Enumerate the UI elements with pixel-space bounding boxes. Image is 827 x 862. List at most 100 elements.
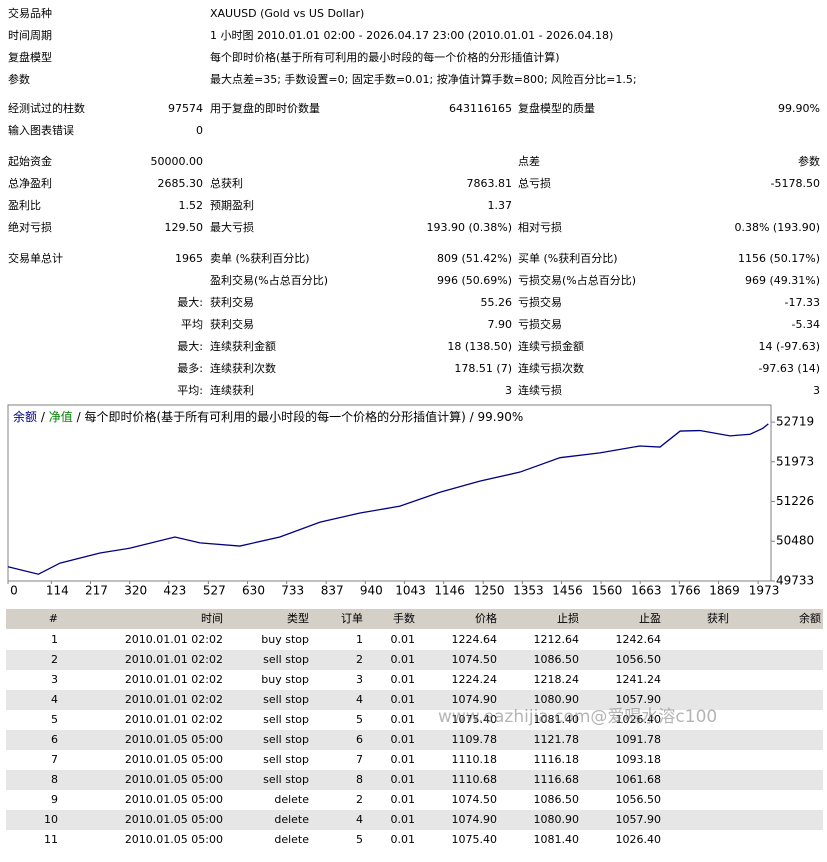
table-cell: sell stop [263, 753, 309, 766]
table-cell: 1242.64 [615, 633, 662, 646]
stat-value2: 193.90 (0.38%) [426, 221, 512, 234]
table-cell: 1061.68 [615, 773, 662, 786]
table-cell: 1026.40 [615, 833, 662, 846]
table-cell: 1093.18 [615, 753, 662, 766]
x-tick-label: 940 [360, 584, 383, 598]
stat-label: 绝对亏损 [8, 221, 52, 234]
stat-value: 97574 [168, 102, 203, 115]
x-tick-label: 1043 [395, 584, 426, 598]
table-cell: 0.01 [390, 633, 416, 646]
table-cell: sell stop [263, 733, 309, 746]
stat-label: 起始资金 [8, 155, 52, 168]
table-cell: delete [274, 793, 309, 806]
table-row: 9 2010.01.05 05:00 delete 2 0.01 1074.50 1086.… [6, 790, 823, 810]
table-cell: 11 [44, 833, 58, 846]
stat-value: 2685.30 [157, 177, 204, 190]
x-tick-label: 527 [203, 584, 226, 598]
table-cell: 2010.01.05 05:00 [124, 773, 223, 786]
header-cell: 止盈 [639, 612, 661, 625]
x-tick-label: 217 [85, 584, 108, 598]
table-cell: sell stop [263, 713, 309, 726]
stat-label3: 亏损交易 [518, 296, 562, 309]
y-tick-label: 49733 [776, 574, 814, 588]
separator: / [470, 410, 475, 424]
table-cell: sell stop [263, 693, 309, 706]
stat-label2: 预期盈利 [210, 199, 254, 212]
separator: / [77, 410, 82, 424]
stat-label3: 相对亏损 [518, 221, 562, 234]
table-cell: 1057.90 [615, 693, 662, 706]
stat-label2: 盈利交易(%占总百分比) [210, 274, 329, 287]
table-row: 5 2010.01.01 02:02 sell stop 5 0.01 1075.40 10… [6, 710, 823, 730]
table-cell: 2 [356, 653, 363, 666]
stat-value: 0 [196, 124, 203, 137]
stat-label2: 用于复盘的即时价数量 [210, 102, 320, 115]
stat-value: 129.50 [164, 221, 204, 234]
x-tick-label: 630 [242, 584, 265, 598]
info-label: 参数 [8, 73, 30, 86]
header-cell: 订单 [341, 612, 363, 625]
header-cell: 获利 [707, 612, 729, 625]
stat-value2: 7.90 [487, 318, 513, 331]
table-cell: 2010.01.01 02:02 [124, 673, 223, 686]
header-cell: 余额 [799, 612, 821, 625]
table-cell: 1074.90 [451, 813, 498, 826]
stat-value3: -5178.50 [770, 177, 820, 190]
table-cell: 5 [356, 713, 363, 726]
table-cell: 1116.18 [533, 753, 580, 766]
table-cell: 0.01 [390, 773, 416, 786]
table-cell: buy stop [261, 673, 309, 686]
header-cell: 类型 [287, 612, 309, 625]
stat-label2: 连续获利次数 [210, 362, 276, 375]
table-cell: 1075.40 [451, 833, 498, 846]
table-cell: 2010.01.05 05:00 [124, 833, 223, 846]
x-tick-label: 1766 [670, 584, 701, 598]
header-cell: 时间 [201, 612, 223, 625]
table-cell: 1026.40 [615, 713, 662, 726]
separator: / [41, 410, 46, 424]
info-value: 最大点差=35; 手数设置=0; 固定手数=0.01; 按净值计算手数=800;… [210, 73, 637, 86]
info-label: 时间周期 [8, 29, 52, 42]
stat-value: 1.52 [178, 199, 204, 212]
table-cell: 1212.64 [533, 633, 580, 646]
table-cell: delete [274, 813, 309, 826]
table-cell: 8 [356, 773, 363, 786]
table-row: 1 2010.01.01 02:02 buy stop 1 0.01 1224.64 121… [6, 630, 823, 650]
x-tick-label: 1146 [434, 584, 465, 598]
x-tick-label: 1663 [631, 584, 662, 598]
table-cell: 1074.90 [451, 693, 498, 706]
table-row: 6 2010.01.05 05:00 sell stop 6 0.01 1109.78 11… [6, 730, 823, 750]
stat-label2: 连续获利金额 [210, 340, 276, 353]
table-cell: 2010.01.05 05:00 [124, 733, 223, 746]
stat-value3: 3 [813, 384, 820, 397]
stat-label2: 获利交易 [210, 296, 254, 309]
table-cell: 1109.78 [451, 733, 498, 746]
stat-value2: 3 [505, 384, 512, 397]
table-cell: 0.01 [390, 753, 416, 766]
table-cell: 5 [356, 833, 363, 846]
table-cell: 10 [44, 813, 58, 826]
stat-value2: 643116165 [449, 102, 512, 115]
table-cell: 2010.01.01 02:02 [124, 693, 223, 706]
table-row: 8 2010.01.05 05:00 sell stop 8 0.01 1110.68 11… [6, 770, 823, 790]
table-cell: 7 [356, 753, 363, 766]
table-cell: 1056.50 [615, 793, 662, 806]
table-cell: 2010.01.01 02:02 [124, 713, 223, 726]
table-cell: 4 [51, 693, 58, 706]
x-tick-label: 1973 [749, 584, 780, 598]
table-cell: 1110.68 [451, 773, 498, 786]
table-cell: 6 [356, 733, 363, 746]
table-cell: sell stop [263, 773, 309, 786]
stat-label: 交易单总计 [8, 252, 63, 265]
table-cell: 1224.64 [451, 633, 498, 646]
table-cell: 2010.01.05 05:00 [124, 793, 223, 806]
table-row: 10 2010.01.05 05:00 delete 4 0.01 1074.90 1080… [6, 810, 823, 830]
header-cell: 价格 [475, 612, 497, 625]
plot-area [7, 404, 772, 582]
table-cell: 4 [356, 813, 363, 826]
table-cell: 2010.01.05 05:00 [124, 753, 223, 766]
x-tick-label: 733 [281, 584, 304, 598]
table-cell: 1056.50 [615, 653, 662, 666]
table-cell: 0.01 [390, 693, 416, 706]
table-cell: 0.01 [390, 733, 416, 746]
